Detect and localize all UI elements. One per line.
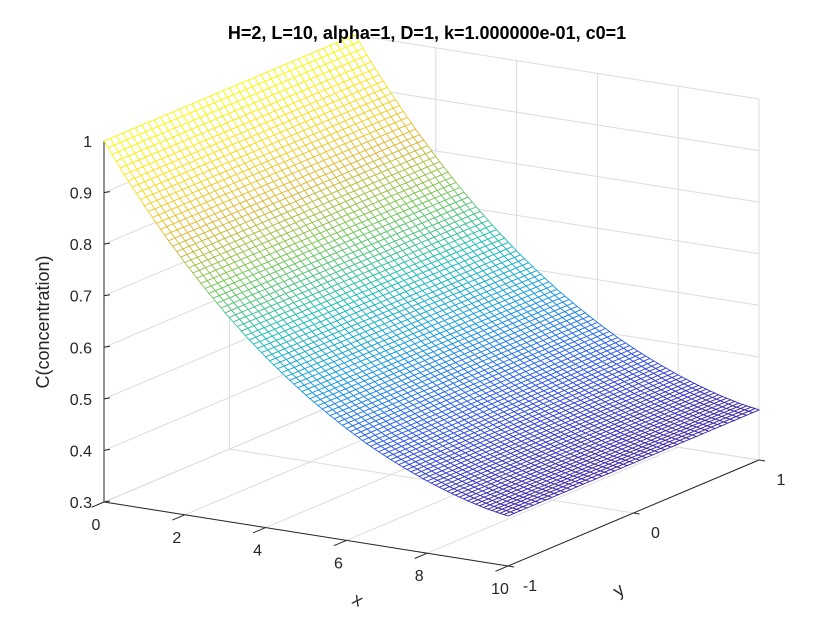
x-tick-mark	[172, 514, 185, 521]
grid-line	[354, 86, 760, 152]
z-tick-label: 0.9	[70, 186, 92, 203]
x-tick-mark	[252, 527, 266, 534]
x-tick-mark	[333, 539, 347, 547]
x-axis-label: x	[349, 589, 366, 611]
grid-line	[103, 395, 356, 503]
z-tick-mark	[103, 448, 111, 451]
y-tick-mark	[758, 459, 766, 462]
surface-cell	[502, 511, 516, 517]
z-axis-label: C(concentration)	[33, 255, 53, 388]
z-tick-label: 0.4	[70, 443, 92, 460]
z-tick-mark	[103, 397, 111, 400]
z-tick-label: 0.5	[70, 392, 92, 409]
z-tick-mark	[103, 345, 111, 348]
z-tick-label: 0.6	[70, 340, 92, 357]
y-tick-label: 0	[651, 525, 660, 542]
y-tick-mark	[507, 565, 515, 568]
z-tick-mark	[103, 294, 111, 297]
tick-labels: 0 2 4 6 8 10 -1 0 1 0.3 0.4 0.5 0.6 0.7 0.8 0.9 1	[70, 134, 786, 598]
chart-title: H=2, L=10, alpha=1, D=1, k=1.000000e-01,…	[228, 23, 626, 43]
z-tick-label: 0.7	[70, 289, 92, 306]
x-tick-mark	[495, 565, 509, 572]
x-tick-label: 6	[334, 555, 343, 572]
x-tick-mark	[91, 501, 105, 508]
x-tick-label: 10	[491, 581, 509, 598]
y-tick-label: -1	[523, 578, 537, 595]
z-tick-mark	[103, 500, 111, 503]
z-tick-mark	[103, 242, 111, 245]
x-tick-mark	[414, 552, 428, 559]
z-tick-mark	[103, 191, 111, 194]
axes	[91, 139, 766, 572]
x-tick-label: 8	[415, 568, 424, 585]
x-tick-label: 2	[172, 530, 181, 547]
z-tick-label: 0.3	[70, 495, 92, 512]
x-axis-line	[103, 501, 509, 567]
x-tick-label: 4	[253, 543, 262, 560]
z-tick-label: 0.8	[70, 237, 92, 254]
surface-mesh	[103, 34, 761, 517]
grid-line	[354, 34, 760, 100]
x-tick-label: 0	[92, 517, 101, 534]
y-tick-mark	[633, 512, 640, 515]
y-tick-label: 1	[777, 472, 786, 489]
y-axis-label: y	[609, 579, 628, 600]
z-tick-label: 1	[83, 134, 92, 151]
